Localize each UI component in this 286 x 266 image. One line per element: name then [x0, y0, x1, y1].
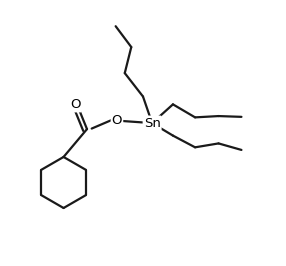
Text: O: O	[70, 98, 81, 111]
Text: O: O	[112, 114, 122, 127]
Text: Sn: Sn	[144, 117, 160, 130]
